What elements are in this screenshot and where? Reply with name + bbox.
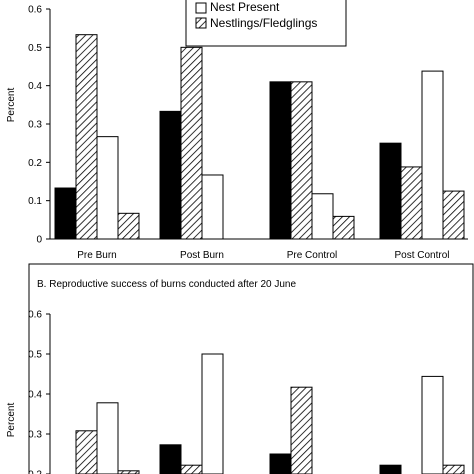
panel-b-bar-s2-c1 xyxy=(201,353,224,474)
panel-a-bar-s1-c2 xyxy=(290,81,313,240)
panel-b-ytick-label: 0.4 xyxy=(28,390,42,401)
panel-a-bar-s2-c2 xyxy=(311,193,334,240)
panel-a-bar-s2-c1 xyxy=(201,174,224,240)
panel-a-xtick-label: Pre Burn xyxy=(77,250,116,261)
panel-b-ytick-label: 0.2 xyxy=(28,470,42,474)
panel-b-chart: B. Reproductive success of burns conduct… xyxy=(6,279,465,474)
panel-a-bar-s2-c0 xyxy=(96,136,119,240)
panel-a-bar-s2-c3 xyxy=(421,70,444,240)
panel-a-ytick-label: 0.1 xyxy=(28,196,42,207)
panel-a-yticks: 0 0.1 0.2 0.3 0.4 0.5 0.6 xyxy=(28,5,50,246)
panel-a-bar-s1-c0 xyxy=(75,34,98,240)
panel-b-frame xyxy=(28,263,474,474)
panel-a-bar-s0-c2 xyxy=(269,81,292,240)
panel-a-bar-s3-c2 xyxy=(332,215,355,240)
panel-b-bar-s2-c3 xyxy=(421,375,444,474)
panel-b-yticks: 0.2 0.3 0.4 0.5 0.6 xyxy=(28,310,50,474)
panel-a-bar-s3-c3 xyxy=(442,190,465,240)
legend: Nest Present Nestlings/Fledglings xyxy=(185,0,347,47)
panel-a-ytick-label: 0.5 xyxy=(28,43,42,54)
panel-a-bar-s0-c3 xyxy=(379,142,402,240)
panel-b-bar-s0-c2 xyxy=(269,453,292,474)
panel-b-bar-s1-c2 xyxy=(290,386,313,474)
panel-a-bar-s1-c1 xyxy=(180,46,203,240)
panel-a-xtick-label: Post Burn xyxy=(180,250,224,261)
panel-a-bar-s0-c0 xyxy=(54,187,77,240)
panel-a-xticks: Pre Burn Post Burn Pre Control Post Control xyxy=(77,250,449,261)
panel-a-chart: Percent Pre Burn Post Burn Pre Control Post… xyxy=(6,5,468,261)
panel-a-xtick-label: Pre Control xyxy=(287,250,338,261)
panel-a-bars xyxy=(54,34,465,240)
panel-b-title: B. Reproductive success of burns conduct… xyxy=(37,279,296,290)
legend-label-nestlings-fledglings: Nestlings/Fledglings xyxy=(210,16,317,30)
legend-label-nest-present: Nest Present xyxy=(210,0,280,14)
panel-b-bar-s3-c3 xyxy=(442,464,465,474)
legend-swatch-empty xyxy=(195,2,207,14)
panel-b-ytick-label: 0.3 xyxy=(28,430,42,441)
panel-a-ytick-label: 0.3 xyxy=(28,120,42,131)
legend-box xyxy=(185,0,347,47)
panel-b-bar-s0-c1 xyxy=(159,444,182,474)
panel-b-bar-s1-c1 xyxy=(180,464,203,474)
panel-a-ytick-label: 0.4 xyxy=(28,81,42,92)
panel-b-ytick-label: 0.5 xyxy=(28,350,42,361)
panel-b-bar-s2-c0 xyxy=(96,402,119,474)
panel-b-ylabel: Percent xyxy=(6,403,17,438)
panel-b-bar-s0-c3 xyxy=(379,464,402,474)
panel-a-xtick-label: Post Control xyxy=(394,250,449,261)
panel-a-ylabel: Percent xyxy=(6,88,17,123)
panel-b-ytick-label: 0.6 xyxy=(28,310,42,321)
panel-a-ytick-label: 0 xyxy=(36,235,42,246)
panel-b-bars xyxy=(75,353,465,474)
panel-a-ytick-label: 0.6 xyxy=(28,5,42,16)
legend-swatch-hatched xyxy=(195,17,207,29)
panel-a-ytick-label: 0.2 xyxy=(28,158,42,169)
panel-a-bar-s1-c3 xyxy=(400,166,423,240)
panel-a-bar-s3-c0 xyxy=(117,212,140,240)
panel-a-bar-s0-c1 xyxy=(159,110,182,240)
panel-b-bar-s1-c0 xyxy=(75,430,98,474)
